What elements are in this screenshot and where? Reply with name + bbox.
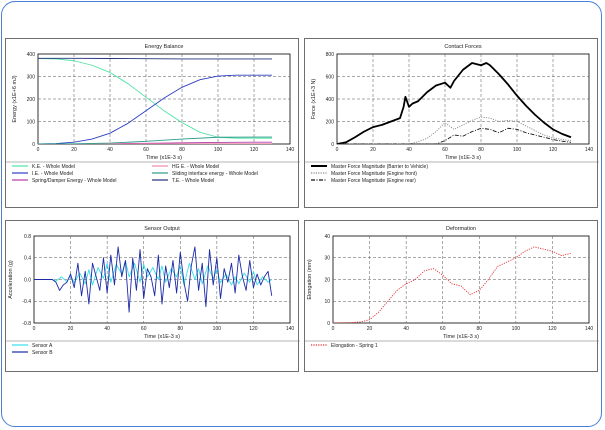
y-tick-label: 400 — [27, 52, 36, 58]
x-tick-label: 40 — [107, 147, 113, 153]
chart-title: Sensor Output — [144, 226, 180, 232]
x-tick-label: 60 — [440, 326, 446, 332]
sensor-output-panel: Sensor Output 0 20 40 60 80 100 120 140 -0.8 -0.4 0… — [5, 220, 300, 372]
y-tick-label: 40 — [324, 234, 330, 240]
x-tick-label: 100 — [512, 326, 521, 332]
legend-entry: Master Force Magnitude (Engine front) — [331, 171, 417, 177]
x-tick-label: 0 — [332, 326, 335, 332]
legend-entry: Master Force Magnitude (Engine rear) — [331, 178, 416, 184]
y-tick-label: 0 — [32, 142, 35, 148]
y-axis-label: Elongation (mm) — [307, 259, 313, 300]
series-line-sliding-interface-energy-whole-model — [38, 136, 272, 144]
x-tick-label: 60 — [141, 326, 147, 332]
series-line-sensor-b — [34, 246, 273, 313]
x-tick-label: 100 — [213, 326, 222, 332]
y-tick-label: 200 — [326, 119, 335, 125]
x-tick-label: 20 — [68, 326, 74, 332]
y-tick-label: 0.8 — [24, 234, 31, 240]
deformation-chart: Deformation 0 20 40 60 80 100 120 140 0 10 20 30 40 Ti… — [305, 226, 599, 349]
x-tick-label: 140 — [585, 147, 594, 153]
y-tick-label: 300 — [27, 74, 36, 80]
series-line-elongation-spring-1 — [333, 246, 571, 323]
legend-entry: Master Force Magnitude (Barrier to Vehic… — [331, 164, 428, 170]
x-tick-label: 0 — [33, 326, 36, 332]
x-tick-label: 0 — [37, 147, 40, 153]
y-tick-label: 100 — [27, 119, 36, 125]
legend-entry: I.E. - Whole Model — [32, 171, 73, 177]
x-tick-label: 140 — [286, 147, 295, 153]
series-line-master-force-magnitude-barrier-to-vehicle — [337, 62, 572, 144]
legend-entry: Spring/Damper Energy - Whole Model — [32, 178, 116, 184]
legend-entry: HG E. - Whole Model — [172, 164, 219, 170]
x-tick-label: 20 — [71, 147, 77, 153]
x-tick-label: 100 — [214, 147, 223, 153]
y-tick-label: 0.0 — [24, 277, 31, 283]
series-line-t-e-whole-model — [38, 57, 272, 60]
energy-balance-chart: Energy Balance 0 20 40 60 80 100 120 140 0 100 200 3… — [6, 44, 300, 184]
chart-title: Contact Forces — [444, 44, 482, 50]
x-tick-label: 80 — [478, 147, 484, 153]
legend: Master Force Magnitude (Barrier to Vehic… — [311, 164, 428, 184]
x-axis-label: Time (x1E-3 s) — [445, 155, 481, 161]
chart-title: Deformation — [446, 226, 476, 232]
legend-entry: Sliding interface energy - Whole Model — [172, 171, 258, 177]
series-line-i-e-whole-model — [38, 74, 272, 144]
legend-entry: Sensor A — [32, 343, 53, 349]
x-axis-label: Time (x1E-3 s) — [146, 155, 182, 161]
x-tick-label: 120 — [549, 147, 558, 153]
y-tick-label: 10 — [324, 299, 330, 305]
y-tick-label: 0.4 — [24, 256, 31, 262]
x-tick-label: 40 — [403, 326, 409, 332]
x-tick-label: 120 — [548, 326, 557, 332]
x-tick-label: 40 — [104, 326, 110, 332]
x-axis-label: Time (x1E-3 s) — [443, 334, 479, 340]
x-tick-label: 40 — [406, 147, 412, 153]
x-tick-label: 80 — [477, 326, 483, 332]
legend-entry: Elongation - Spring 1 — [331, 343, 378, 349]
deformation-panel: Deformation 0 20 40 60 80 100 120 140 0 10 20 30 40 Ti… — [304, 220, 599, 372]
y-tick-label: 200 — [27, 97, 36, 103]
x-tick-label: 80 — [179, 147, 185, 153]
legend: Elongation - Spring 1 — [311, 343, 378, 349]
energy-balance-panel: Energy Balance 0 20 40 60 80 100 120 140 0 100 200 3… — [5, 38, 300, 208]
series-line-master-force-magnitude-engine-front — [337, 116, 572, 144]
y-axis-label: Energy (x1E+6 mJ) — [12, 75, 18, 122]
y-tick-label: 0 — [331, 142, 334, 148]
x-tick-label: 20 — [367, 326, 373, 332]
legend-entry: T.E. - Whole Model — [172, 178, 214, 184]
y-tick-label: 800 — [326, 52, 335, 58]
y-tick-label: 600 — [326, 74, 335, 80]
y-tick-label: -0.8 — [22, 321, 31, 327]
x-tick-label: 0 — [336, 147, 339, 153]
x-tick-label: 80 — [178, 326, 184, 332]
x-tick-label: 20 — [370, 147, 376, 153]
legend-entry: K.E. - Whole Model — [32, 164, 75, 170]
x-tick-label: 60 — [143, 147, 149, 153]
x-tick-label: 120 — [250, 147, 259, 153]
contact-forces-panel: Contact Forces 0 20 40 60 80 100 120 140 0 200 400 6… — [304, 38, 599, 208]
x-tick-label: 100 — [513, 147, 522, 153]
series-line-master-force-magnitude-engine-rear — [337, 127, 572, 144]
sensor-output-chart: Sensor Output 0 20 40 60 80 100 120 140 -0.8 -0.4 0… — [6, 226, 300, 356]
y-axis-label: Acceleration (g) — [8, 260, 14, 299]
x-tick-label: 140 — [286, 326, 295, 332]
y-axis-label: Force (x1E+3 N) — [311, 79, 317, 120]
y-tick-label: -0.4 — [22, 299, 31, 305]
contact-forces-chart: Contact Forces 0 20 40 60 80 100 120 140 0 200 400 6… — [305, 44, 599, 184]
x-tick-label: 120 — [249, 326, 258, 332]
legend-entry: Sensor B — [32, 350, 53, 356]
y-tick-label: 400 — [326, 97, 335, 103]
series-line-sensor-a — [34, 260, 272, 286]
x-tick-label: 60 — [442, 147, 448, 153]
chart-title: Energy Balance — [145, 44, 184, 50]
x-axis-label: Time (x1E-3 s) — [144, 334, 180, 340]
y-tick-label: 0 — [327, 321, 330, 327]
x-tick-label: 140 — [585, 326, 594, 332]
y-tick-label: 20 — [324, 277, 330, 283]
y-tick-label: 30 — [324, 256, 330, 262]
